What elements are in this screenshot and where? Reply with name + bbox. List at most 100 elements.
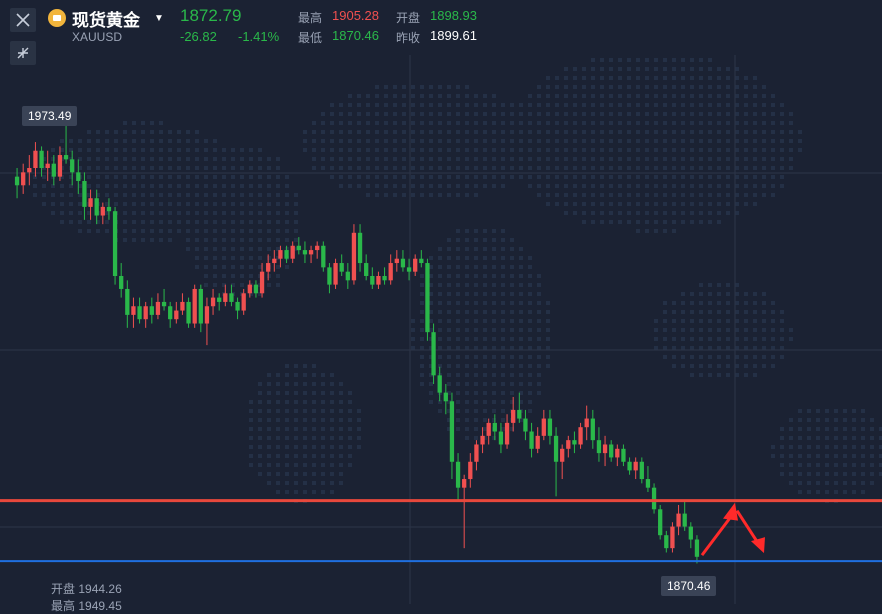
map-dot [276,184,280,188]
map-dot [105,157,109,161]
map-dot [807,427,811,431]
map-dot [564,103,568,107]
collapse-button[interactable] [10,41,36,65]
map-dot [798,436,802,440]
map-dot [501,418,505,422]
map-dot [681,202,685,206]
map-dot [276,409,280,413]
map-dot [204,139,208,143]
map-dot [600,67,604,71]
map-dot [654,139,658,143]
map-dot [258,229,262,233]
price-change-percent: -1.41% [238,29,280,44]
map-dot [582,202,586,206]
map-dot [834,445,838,449]
map-dot [150,166,154,170]
map-dot [339,418,343,422]
map-dot [456,94,460,98]
map-dot [258,157,262,161]
map-dot [51,175,55,179]
map-dot [258,211,262,215]
map-dot [609,184,613,188]
map-dot [501,256,505,260]
map-dot [51,193,55,197]
map-dot [690,337,694,341]
map-dot [600,85,604,89]
map-dot [357,166,361,170]
map-dot [330,400,334,404]
map-dot [465,175,469,179]
map-dot [699,337,703,341]
map-dot [159,157,163,161]
map-dot [69,202,73,206]
map-dot [762,121,766,125]
map-dot [285,454,289,458]
map-dot [456,229,460,233]
map-dot [735,121,739,125]
candle-body [590,418,595,441]
map-dot [465,184,469,188]
map-dot [609,112,613,116]
map-dot [483,139,487,143]
map-dot [510,121,514,125]
map-dot [267,391,271,395]
map-dot [456,364,460,368]
map-dot [600,193,604,197]
map-dot [672,58,676,62]
map-dot [123,139,127,143]
map-dot [501,400,505,404]
close-button[interactable] [10,8,36,32]
map-dot [582,112,586,116]
map-dot [249,292,253,296]
map-dot [294,229,298,233]
map-dot [519,301,523,305]
map-dot [771,94,775,98]
map-dot [474,148,478,152]
map-dot [375,148,379,152]
map-dot [843,490,847,494]
map-dot [681,184,685,188]
map-dot [663,58,667,62]
map-dot [708,103,712,107]
map-dot [429,265,433,269]
map-dot [708,85,712,89]
map-dot [771,184,775,188]
map-dot [60,220,64,224]
map-dot [258,148,262,152]
map-dot [735,166,739,170]
map-dot [33,184,37,188]
map-dot [141,157,145,161]
map-dot [546,130,550,134]
map-dot [123,166,127,170]
map-dot [672,121,676,125]
map-dot [258,166,262,170]
map-dot [411,139,415,143]
map-dot [564,157,568,161]
map-dot [510,382,514,386]
map-dot [618,85,622,89]
map-dot [465,391,469,395]
map-dot [447,364,451,368]
map-dot [519,292,523,296]
caret-down-icon[interactable]: ▼ [154,13,164,24]
map-dot [600,202,604,206]
map-dot [276,175,280,179]
map-dot [456,157,460,161]
map-dot [375,175,379,179]
map-dot [411,328,415,332]
map-dot [330,454,334,458]
map-dot [465,256,469,260]
map-dot [447,310,451,314]
map-dot [447,373,451,377]
map-dot [834,472,838,476]
map-dot [267,247,271,251]
map-dot [537,130,541,134]
map-dot [240,265,244,269]
map-dot [771,328,775,332]
map-dot [690,292,694,296]
map-dot [537,346,541,350]
instrument-name[interactable]: 现货黄金 [72,11,140,30]
map-dot [303,436,307,440]
map-dot [456,85,460,89]
